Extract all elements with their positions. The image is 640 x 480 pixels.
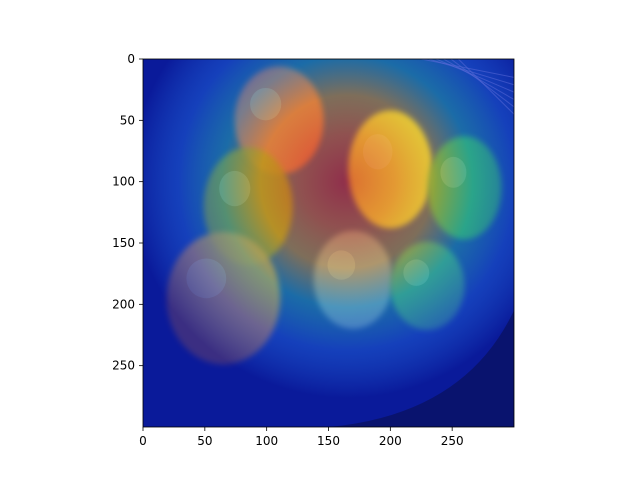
y-tick-label: 150 <box>112 236 135 250</box>
tray-edge-shadow <box>328 310 514 427</box>
y-tick-label: 100 <box>112 175 135 189</box>
x-tick-label: 200 <box>379 434 402 448</box>
x-tick-label: 0 <box>139 434 147 448</box>
y-tick-label: 50 <box>120 113 135 127</box>
y-axis-ticks: 0 50 100 150 200 250 <box>112 52 143 373</box>
x-tick-label: 250 <box>441 434 464 448</box>
image-decor <box>328 59 514 427</box>
heatmap-overlay <box>143 59 514 427</box>
x-tick-label: 150 <box>317 434 340 448</box>
plot-area <box>143 59 514 427</box>
x-tick-label: 100 <box>255 434 278 448</box>
background-stripe <box>457 59 514 115</box>
x-tick-label: 50 <box>197 434 212 448</box>
x-axis-ticks: 0 50 100 150 200 250 <box>139 427 464 448</box>
y-tick-label: 0 <box>127 52 135 66</box>
y-tick-label: 250 <box>112 359 135 373</box>
y-tick-label: 200 <box>112 297 135 311</box>
